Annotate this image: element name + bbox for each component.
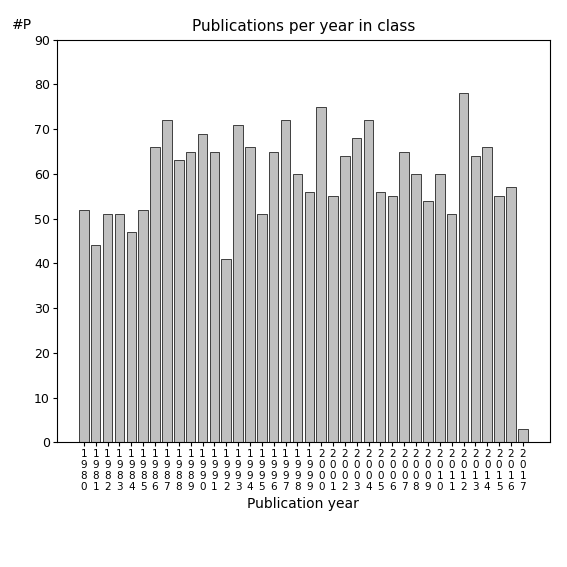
- Bar: [388, 196, 397, 442]
- Bar: [411, 174, 421, 442]
- Title: Publications per year in class: Publications per year in class: [192, 19, 415, 35]
- Bar: [198, 134, 208, 442]
- Bar: [103, 214, 112, 442]
- Bar: [328, 196, 338, 442]
- Bar: [340, 156, 350, 442]
- Bar: [293, 174, 302, 442]
- Bar: [459, 94, 468, 442]
- Bar: [304, 192, 314, 442]
- Bar: [423, 201, 433, 442]
- Bar: [471, 156, 480, 442]
- Bar: [222, 259, 231, 442]
- Bar: [364, 120, 373, 442]
- Bar: [162, 120, 172, 442]
- Bar: [126, 232, 136, 442]
- Bar: [506, 187, 516, 442]
- Bar: [494, 196, 504, 442]
- Bar: [174, 160, 184, 442]
- Bar: [352, 138, 362, 442]
- Bar: [245, 147, 255, 442]
- Bar: [91, 246, 100, 442]
- Bar: [79, 210, 88, 442]
- X-axis label: Publication year: Publication year: [247, 497, 359, 511]
- Bar: [186, 151, 196, 442]
- Bar: [435, 174, 445, 442]
- Bar: [257, 214, 266, 442]
- Bar: [281, 120, 290, 442]
- Bar: [234, 125, 243, 442]
- Bar: [447, 214, 456, 442]
- Y-axis label: #P: #P: [12, 18, 32, 32]
- Bar: [150, 147, 160, 442]
- Bar: [399, 151, 409, 442]
- Bar: [138, 210, 148, 442]
- Bar: [269, 151, 278, 442]
- Bar: [115, 214, 124, 442]
- Bar: [376, 192, 385, 442]
- Bar: [518, 429, 527, 442]
- Bar: [483, 147, 492, 442]
- Bar: [210, 151, 219, 442]
- Bar: [316, 107, 326, 442]
